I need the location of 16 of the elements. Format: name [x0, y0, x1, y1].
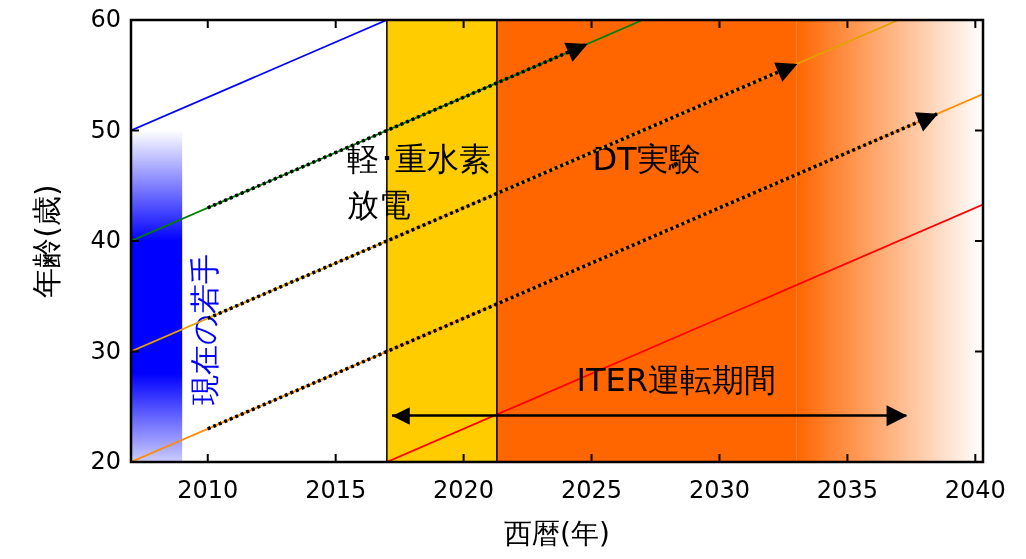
x-tick-label: 2040	[944, 476, 1006, 504]
x-tick-label: 2025	[561, 476, 623, 504]
y-tick-label: 40	[90, 226, 121, 254]
y-tick-label: 50	[90, 115, 121, 144]
x-tick-label: 2015	[305, 476, 367, 504]
annotation: ITER運転期間	[576, 361, 776, 400]
y-axis-title: 年齢(歳)	[28, 184, 64, 298]
band-label: DT実験	[592, 140, 701, 178]
x-tick-label: 2030	[688, 476, 751, 504]
x-tick-label: 2035	[816, 476, 878, 504]
y-tick-label: 30	[90, 336, 121, 365]
x-axis-title: 西暦(年)	[504, 517, 610, 550]
x-tick-label: 2010	[177, 476, 239, 504]
y-tick-label: 20	[90, 447, 121, 475]
x-tick-label: 2020	[433, 476, 495, 504]
y-tick-label: 60	[90, 5, 121, 33]
